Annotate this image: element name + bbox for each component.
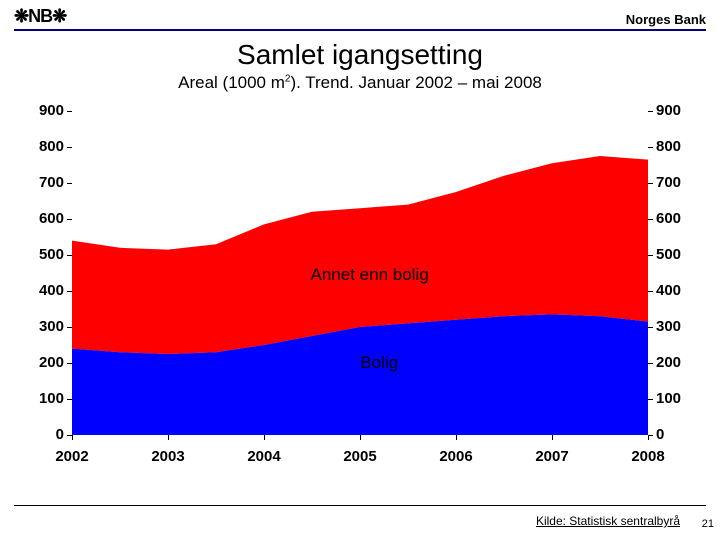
x-tick-label: 2002 bbox=[55, 448, 88, 465]
x-tick-label: 2005 bbox=[343, 448, 376, 465]
footer-rule bbox=[14, 505, 706, 506]
y-tick-right: 400 bbox=[656, 282, 696, 299]
x-tick-mark bbox=[552, 435, 553, 440]
page-title: Samlet igangsetting bbox=[0, 39, 720, 71]
x-tick-label: 2007 bbox=[535, 448, 568, 465]
y-tick-mark bbox=[648, 255, 653, 256]
x-tick-label: 2003 bbox=[151, 448, 184, 465]
series-label: Bolig bbox=[360, 353, 398, 373]
y-tick-mark bbox=[67, 147, 72, 148]
stacked-area-chart: 9009008008007007006006005005004004003003… bbox=[30, 105, 690, 465]
y-tick-right: 700 bbox=[656, 174, 696, 191]
y-tick-mark bbox=[67, 219, 72, 220]
y-tick-mark bbox=[648, 291, 653, 292]
header-rule bbox=[14, 29, 706, 31]
y-tick-mark bbox=[67, 291, 72, 292]
y-tick-mark bbox=[67, 327, 72, 328]
y-tick-mark bbox=[648, 111, 653, 112]
y-tick-left: 900 bbox=[24, 102, 64, 119]
y-tick-mark bbox=[67, 111, 72, 112]
y-tick-right: 900 bbox=[656, 102, 696, 119]
y-tick-mark bbox=[67, 399, 72, 400]
y-tick-mark bbox=[648, 183, 653, 184]
y-tick-right: 0 bbox=[656, 426, 696, 443]
bank-name: Norges Bank bbox=[626, 12, 706, 27]
source-text: Kilde: Statistisk sentralbyrå bbox=[536, 514, 680, 528]
x-tick-mark bbox=[456, 435, 457, 440]
y-tick-mark bbox=[648, 399, 653, 400]
x-tick-mark bbox=[168, 435, 169, 440]
y-tick-left: 200 bbox=[24, 354, 64, 371]
y-tick-mark bbox=[648, 219, 653, 220]
y-tick-left: 100 bbox=[24, 390, 64, 407]
y-tick-left: 0 bbox=[24, 426, 64, 443]
x-tick-mark bbox=[360, 435, 361, 440]
y-tick-right: 200 bbox=[656, 354, 696, 371]
y-tick-right: 500 bbox=[656, 246, 696, 263]
x-tick-label: 2008 bbox=[631, 448, 664, 465]
y-tick-right: 600 bbox=[656, 210, 696, 227]
y-tick-left: 400 bbox=[24, 282, 64, 299]
y-tick-right: 100 bbox=[656, 390, 696, 407]
page-number: 21 bbox=[702, 518, 714, 530]
y-tick-right: 800 bbox=[656, 138, 696, 155]
y-tick-mark bbox=[67, 255, 72, 256]
x-tick-label: 2006 bbox=[439, 448, 472, 465]
y-tick-right: 300 bbox=[656, 318, 696, 335]
x-tick-mark bbox=[72, 435, 73, 440]
page-subtitle: Areal (1000 m2). Trend. Januar 2002 – ma… bbox=[0, 73, 720, 93]
x-tick-mark bbox=[264, 435, 265, 440]
x-tick-mark bbox=[648, 435, 649, 440]
y-tick-left: 500 bbox=[24, 246, 64, 263]
y-tick-mark bbox=[648, 363, 653, 364]
y-tick-left: 300 bbox=[24, 318, 64, 335]
y-tick-left: 800 bbox=[24, 138, 64, 155]
series-label: Annet enn bolig bbox=[311, 265, 429, 285]
logo: ❋NB❋ bbox=[14, 6, 66, 27]
y-tick-mark bbox=[67, 183, 72, 184]
y-tick-mark bbox=[648, 147, 653, 148]
y-tick-left: 700 bbox=[24, 174, 64, 191]
y-tick-mark bbox=[648, 327, 653, 328]
x-tick-label: 2004 bbox=[247, 448, 280, 465]
y-tick-left: 600 bbox=[24, 210, 64, 227]
y-tick-mark bbox=[67, 363, 72, 364]
